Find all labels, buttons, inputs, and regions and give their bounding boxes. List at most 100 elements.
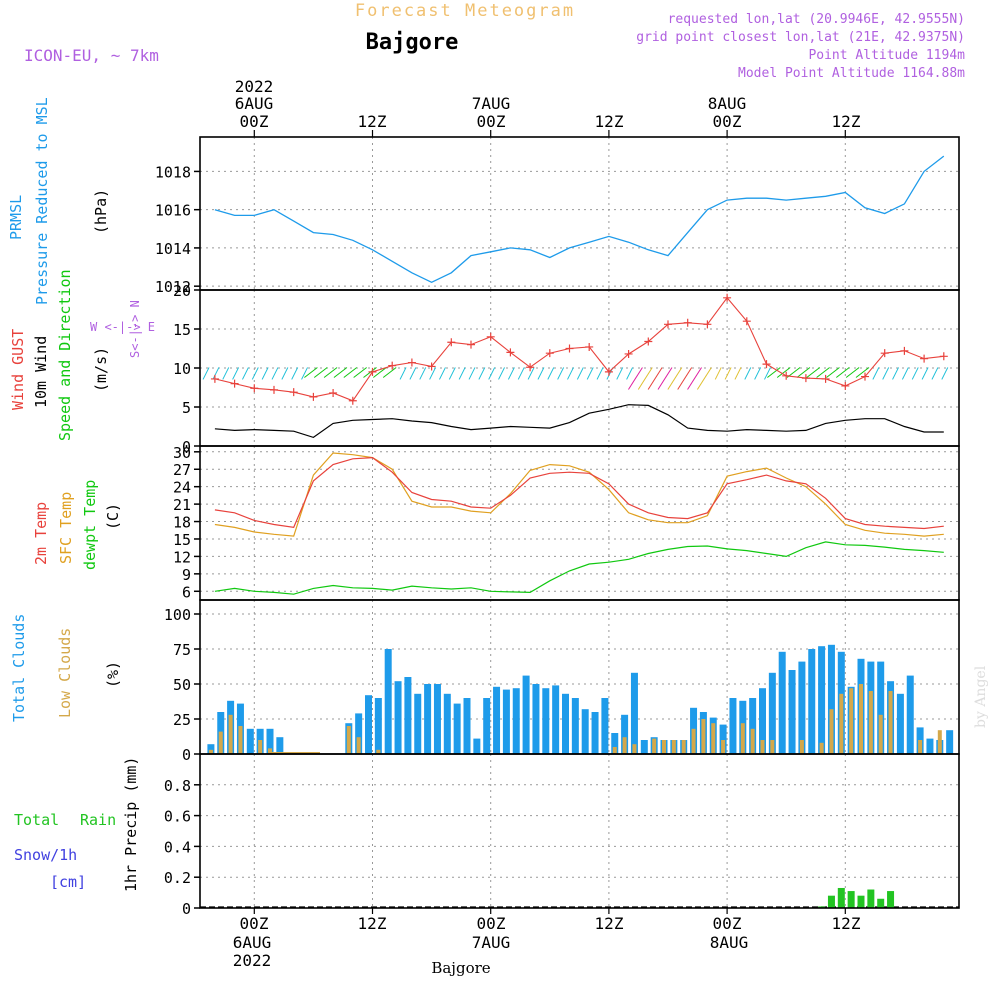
wind-direction-arrow <box>921 367 929 380</box>
temp2m-label: 2m Temp <box>32 502 50 565</box>
wind-direction-arrow <box>399 367 407 380</box>
y-tick-label: 9 <box>182 566 191 584</box>
dewpoint-label: dewpt Temp <box>81 480 99 570</box>
low-cloud-bar <box>691 728 696 754</box>
wind-direction-arrow <box>281 367 289 380</box>
total-cloud-bar <box>571 698 579 754</box>
total-cloud-bar <box>808 649 816 754</box>
grid-coords: grid point closest lon,lat (21E, 42.9375… <box>636 30 965 45</box>
wind-direction-arrow <box>816 367 830 378</box>
wind-direction-arrow <box>764 367 771 380</box>
gust-marker <box>703 320 712 329</box>
total-cloud-bar <box>581 709 589 754</box>
y-tick-label: 75 <box>173 641 191 659</box>
wind-direction-arrow <box>576 367 584 380</box>
top-time-label: 12Z <box>832 112 861 131</box>
wind-direction-arrow <box>845 367 860 378</box>
rain-bar <box>887 891 895 908</box>
total-cloud-bar <box>768 672 776 754</box>
total-cloud-bar <box>374 698 382 754</box>
precip-unit-label: 1hr Precip (mm) <box>122 757 140 892</box>
wind-label: 10m Wind <box>32 336 50 408</box>
total-cloud-bar <box>926 738 934 754</box>
wind-direction-arrow <box>931 367 939 380</box>
wind-direction-arrow <box>754 367 762 380</box>
total-cloud-bar <box>719 724 727 754</box>
low-cloud-bar <box>356 737 361 754</box>
total-cloud-bar <box>384 649 392 754</box>
wind-direction-arrow <box>323 367 338 378</box>
wind-direction-arrow <box>687 367 702 390</box>
gust-marker <box>683 318 692 327</box>
low-cloud-bar <box>632 744 637 754</box>
rain-bar <box>827 895 835 908</box>
wind-direction-arrow <box>251 367 259 380</box>
total-cloud-bar <box>512 688 520 754</box>
wind-direction-arrow <box>911 367 919 380</box>
total-cloud-bar <box>433 684 441 754</box>
wind-direction-arrow <box>806 367 821 378</box>
wind-direction-arrow <box>796 367 811 378</box>
bottom-day-label: 7AUG <box>472 933 511 952</box>
wind-direction-arrow <box>353 367 367 378</box>
gust-marker <box>644 337 653 346</box>
gust-marker <box>486 332 495 341</box>
gust-marker <box>250 384 259 393</box>
low-cloud-bar <box>228 714 233 754</box>
low-cloud-bar <box>671 740 676 754</box>
y-tick-label: 10 <box>173 360 191 378</box>
wind-direction-arrow <box>667 367 683 390</box>
gust-marker <box>348 396 357 405</box>
low-cloud-bar <box>721 740 726 754</box>
total-cloud-bar <box>946 730 954 754</box>
wind-direction-arrow <box>901 367 909 380</box>
total-cloud-bar <box>621 714 629 754</box>
y-tick-label: 6 <box>182 583 191 601</box>
low-cloud-bar <box>878 714 883 754</box>
total-rain-label: Rain <box>80 811 116 829</box>
low-cloud-bar <box>740 723 745 754</box>
total-cloud-bar <box>877 661 885 754</box>
wind-direction-arrow <box>382 367 397 378</box>
y-tick-label: 0.4 <box>164 838 191 856</box>
y-tick-label: 0.6 <box>164 808 191 826</box>
rain-bar <box>847 891 855 908</box>
gust-marker <box>270 385 278 394</box>
total-cloud-bar <box>818 646 826 754</box>
y-tick-label: 20 <box>173 282 191 300</box>
wind-direction-arrow <box>507 367 515 380</box>
low-cloud-bar <box>612 747 617 754</box>
gust-marker <box>585 342 594 351</box>
bottom-time-label: 12Z <box>595 914 624 933</box>
location-title: Bajgore <box>366 30 459 55</box>
gust-marker <box>624 349 633 358</box>
low-cloud-bar <box>701 719 706 754</box>
total-cloud-bar <box>404 677 412 754</box>
gust-marker <box>565 344 574 353</box>
y-tick-label: 100 <box>164 606 191 624</box>
wind-direction-arrow <box>202 367 210 380</box>
gust-line <box>214 296 944 402</box>
total-cloud-bar <box>591 712 599 754</box>
top-day-label: 8AUG <box>708 94 747 113</box>
y-tick-label: 27 <box>173 461 191 479</box>
rain-bar <box>877 898 885 908</box>
wind-direction-arrow <box>628 367 643 390</box>
wind-direction-arrow <box>537 367 545 380</box>
gust-marker <box>801 374 810 383</box>
wind-direction-arrow <box>212 367 220 380</box>
low-cloud-bar <box>760 740 765 754</box>
gust-marker <box>939 352 948 361</box>
gust-marker <box>920 354 929 363</box>
wind-direction-arrow <box>826 367 840 378</box>
low-cloud-bar <box>258 740 263 754</box>
low-cloud-bar <box>937 730 942 754</box>
total-cloud-bar <box>532 684 540 754</box>
wind-direction-label: Speed and Direction <box>56 269 74 441</box>
snow-label: Snow/1h <box>14 846 77 864</box>
top-time-label: 00Z <box>713 112 742 131</box>
bottom-year-label: 2022 <box>233 951 272 970</box>
y-tick-label: 0 <box>182 900 191 918</box>
cloud-unit-label: (%) <box>104 661 122 688</box>
wind-direction-arrow <box>232 367 240 380</box>
